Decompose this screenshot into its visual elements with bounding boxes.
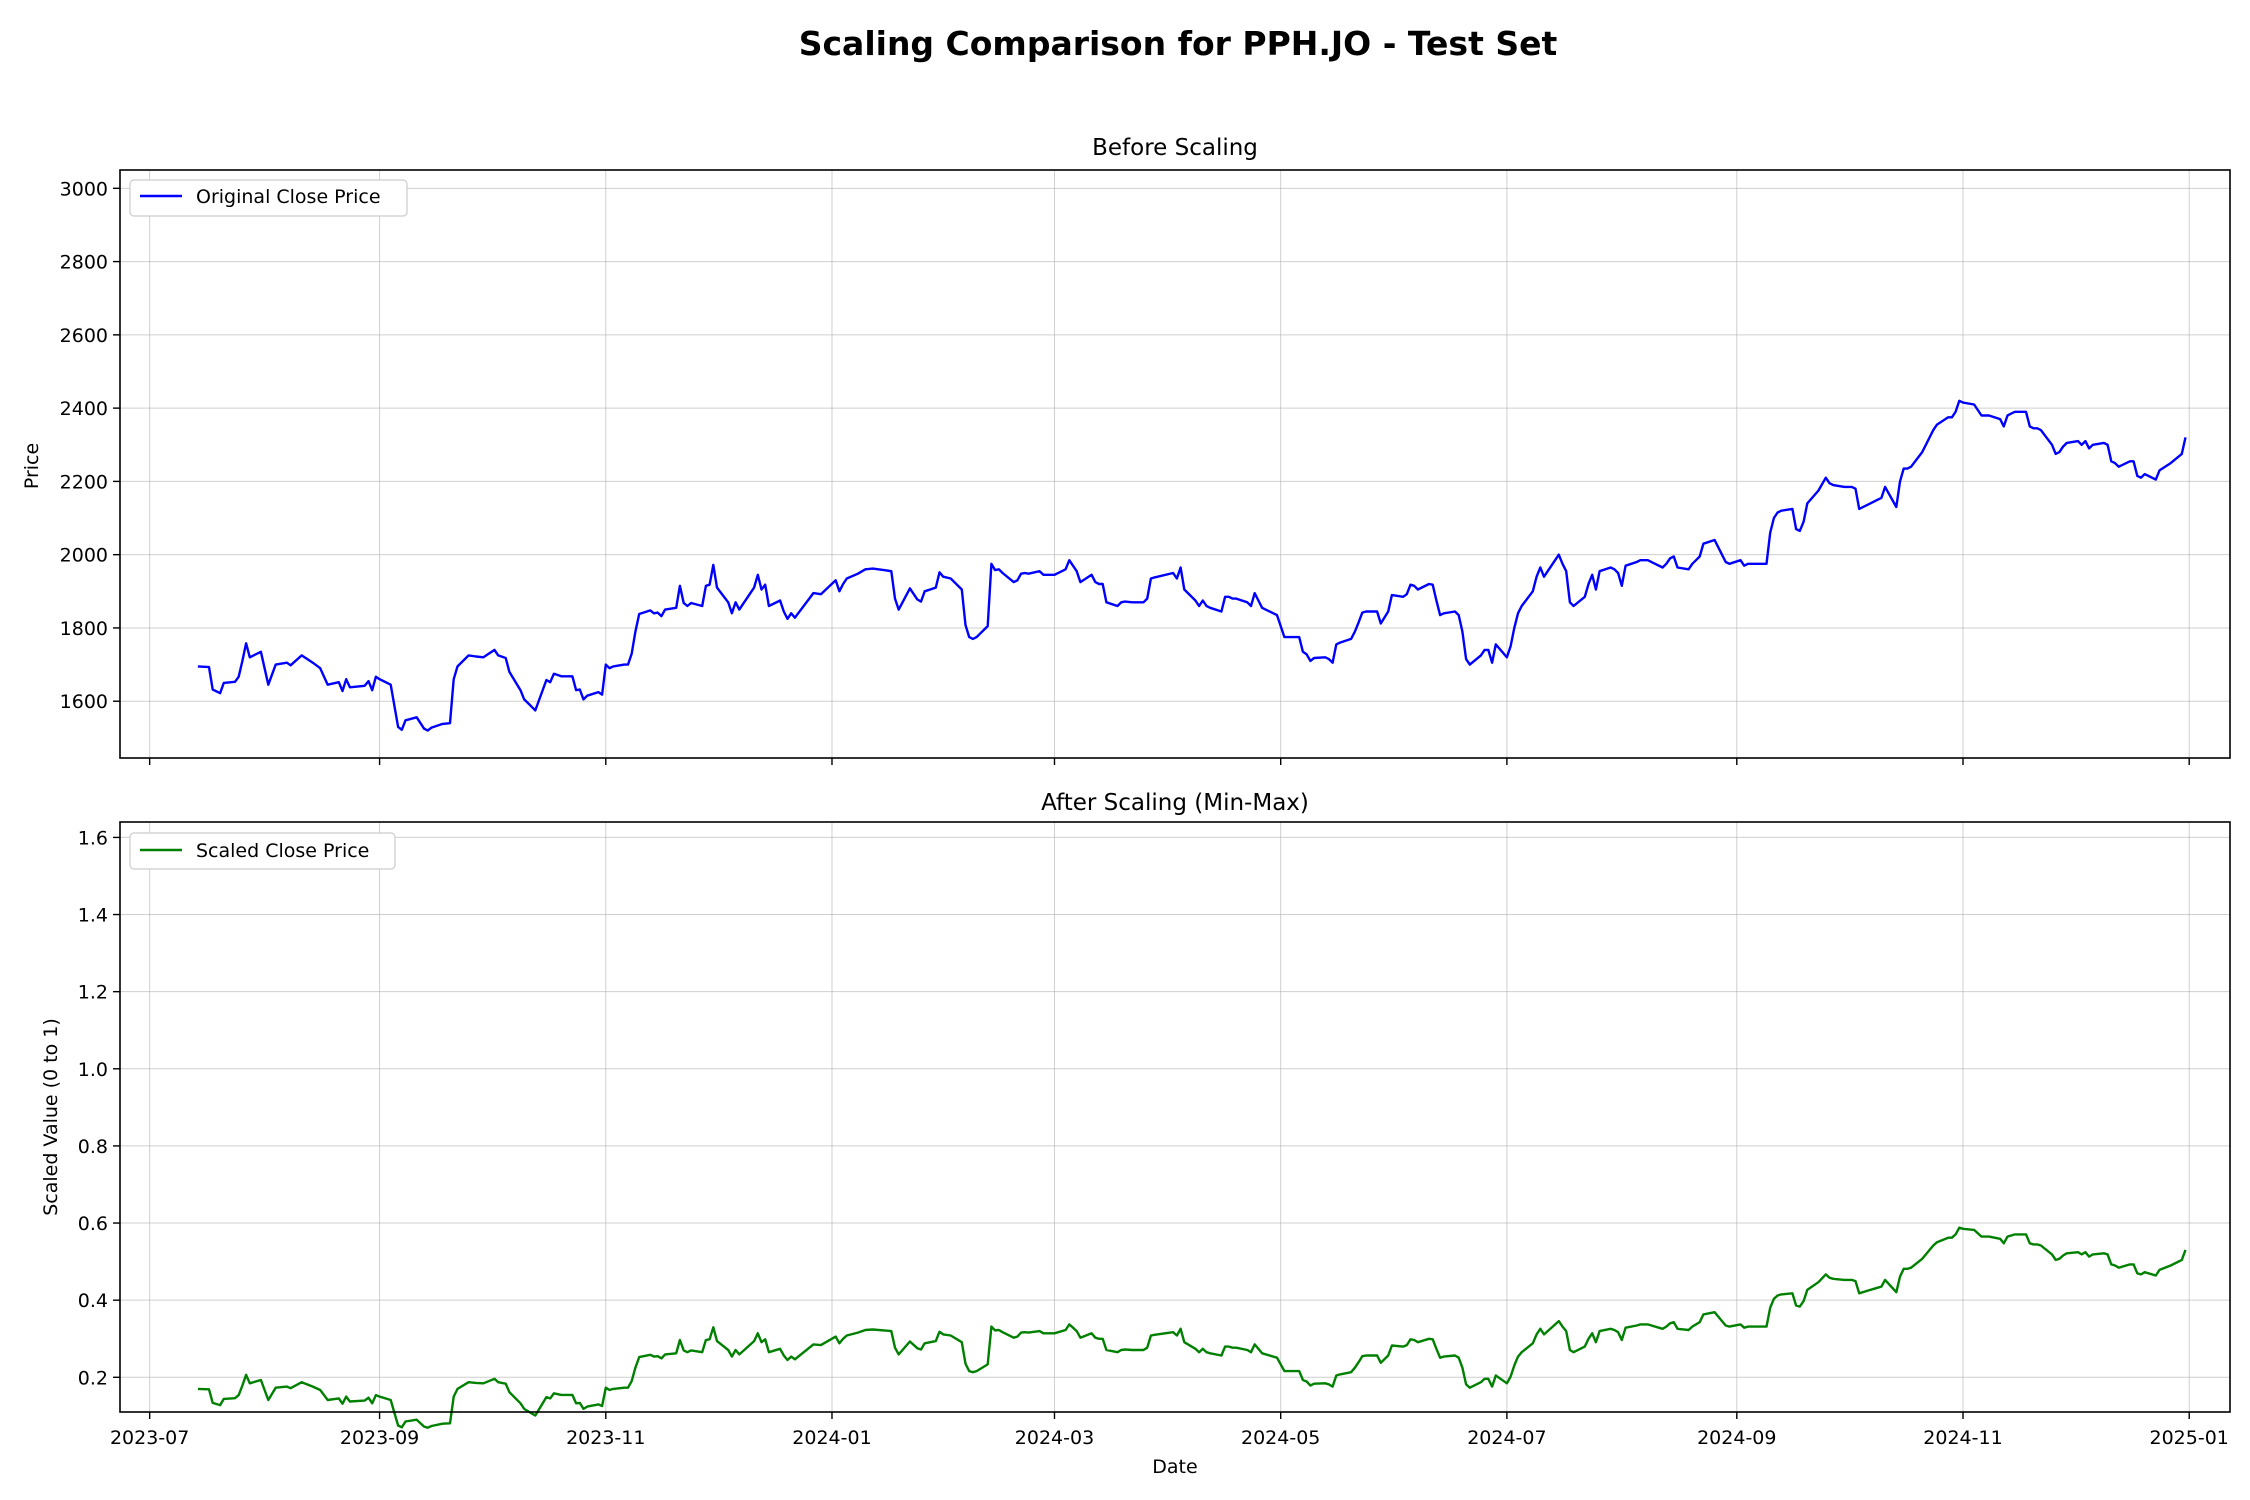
y-tick-label: 2400 xyxy=(60,398,108,420)
y-tick-label: 1.0 xyxy=(78,1059,108,1081)
y-tick-label: 1.2 xyxy=(78,982,108,1004)
y-ticks-after: 0.2 0.4 0.6 0.8 1.0 1.2 1.4 1.6 xyxy=(78,827,120,1389)
x-ticks-before xyxy=(148,758,2190,765)
axes-frame-after xyxy=(119,821,2231,1413)
legend-after: Scaled Close Price xyxy=(129,832,396,870)
x-tick-label: 2024-03 xyxy=(1015,1427,1094,1449)
legend-box-before xyxy=(129,179,408,217)
axes-frame-before xyxy=(119,169,2231,759)
y-tick-label: 0.8 xyxy=(78,1136,108,1158)
y-ticks-before: 1600 1800 2000 2200 2400 2600 2800 3000 xyxy=(60,178,120,713)
panel-after-scaling: After Scaling (Min-Max) 0.2 0.4 0.6 0.8 1.0 1… xyxy=(40,790,2231,1478)
y-tick-label: 0.6 xyxy=(78,1213,108,1235)
y-tick-label: 1600 xyxy=(60,691,108,713)
x-tick-label: 2024-11 xyxy=(1923,1427,2002,1449)
y-tick-label: 0.4 xyxy=(78,1290,108,1312)
x-tick-label: 2023-07 xyxy=(110,1427,189,1449)
series-line-original-close-price xyxy=(197,399,2187,732)
y-tick-label: 2000 xyxy=(60,545,108,567)
y-tick-label: 1.6 xyxy=(78,827,108,849)
legend-before: Original Close Price xyxy=(129,179,408,217)
x-tick-label: 2025-01 xyxy=(2150,1427,2229,1449)
x-tick-label: 2024-09 xyxy=(1697,1427,1776,1449)
legend-label-original: Original Close Price xyxy=(196,186,381,208)
y-tick-label: 1800 xyxy=(60,618,108,640)
panel-title-before: Before Scaling xyxy=(1092,135,1258,161)
x-tick-label: 2023-09 xyxy=(340,1427,419,1449)
x-tick-label: 2024-07 xyxy=(1467,1427,1546,1449)
x-ticks-after: 2023-07 2023-09 2023-11 2024-01 2024-03 2024-… xyxy=(110,1412,2229,1449)
y-tick-label: 0.2 xyxy=(78,1367,108,1389)
y-tick-label: 3000 xyxy=(60,178,108,200)
series-line-scaled-close-price xyxy=(197,1226,2187,1429)
legend-label-scaled: Scaled Close Price xyxy=(196,840,369,862)
grid-after xyxy=(120,822,2230,1412)
y-axis-label-before: Price xyxy=(21,443,43,489)
y-tick-label: 1.4 xyxy=(78,905,108,927)
x-tick-label: 2024-01 xyxy=(792,1427,871,1449)
y-tick-label: 2800 xyxy=(60,252,108,274)
y-tick-label: 2600 xyxy=(60,325,108,347)
legend-box-after xyxy=(129,832,396,870)
figure-title: Scaling Comparison for PPH.JO - Test Set xyxy=(799,24,1558,63)
y-tick-label: 2200 xyxy=(60,471,108,493)
panel-title-after: After Scaling (Min-Max) xyxy=(1041,790,1309,816)
panel-before-scaling: Before Scaling 1600 1800 2000 2200 2400 2600 2… xyxy=(21,135,2231,765)
x-axis-label-after: Date xyxy=(1152,1456,1197,1478)
x-tick-label: 2024-05 xyxy=(1241,1427,1320,1449)
x-tick-label: 2023-11 xyxy=(566,1427,645,1449)
y-axis-label-after: Scaled Value (0 to 1) xyxy=(40,1018,62,1216)
grid-before xyxy=(120,170,2230,758)
